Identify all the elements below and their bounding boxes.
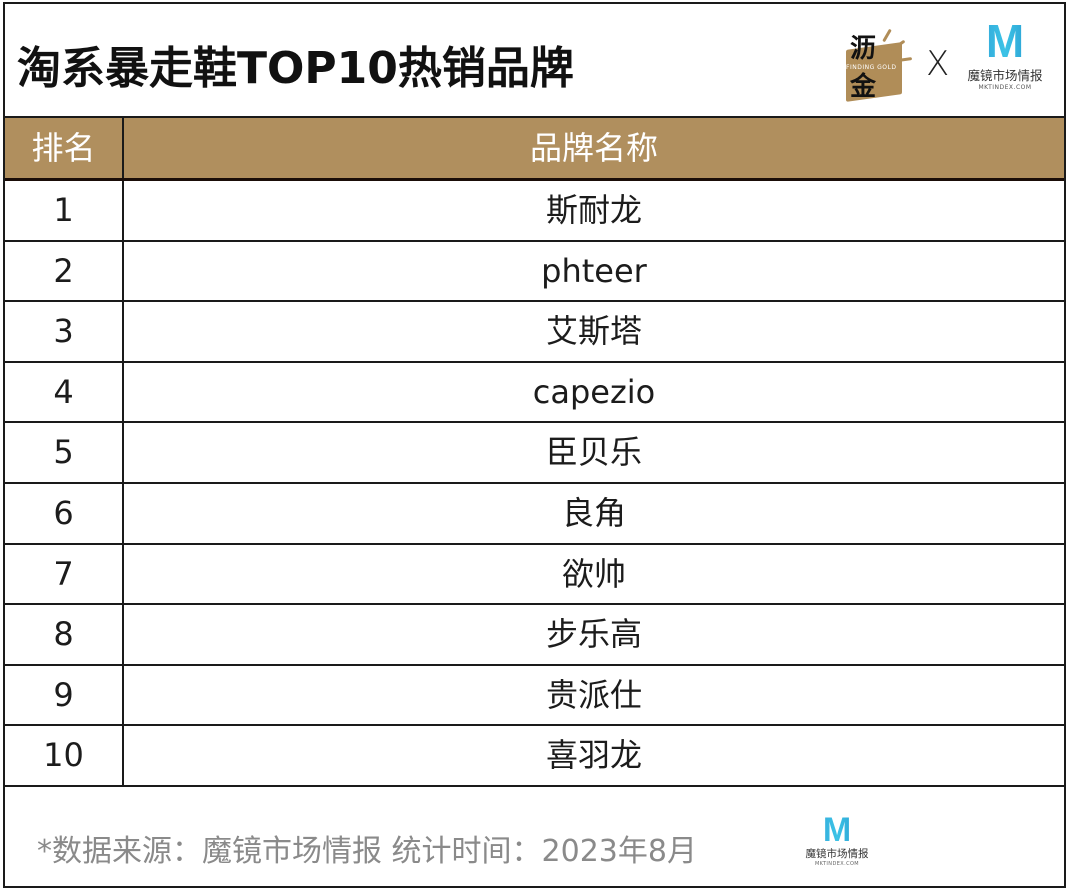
lijin-tagline: FINDING GOLD: [846, 64, 897, 71]
table-row: 4 capezio: [5, 362, 1064, 424]
brand-cell: 良角: [561, 493, 626, 532]
ranking-card: 淘系暴走鞋TOP10热销品牌 沥 FINDING GOLD 金 X M 魔镜市场…: [3, 2, 1066, 888]
table-row: 3 艾斯塔: [5, 302, 1064, 363]
brand-cell: 艾斯塔: [545, 312, 642, 351]
lijin-ray-icon: [882, 28, 892, 43]
table-body: 1 斯耐龙 2 phteer 3 艾斯塔 4 capezio 5 臣贝乐 6 良…: [5, 181, 1064, 787]
brand-cell: 贵派仕: [545, 675, 642, 714]
table-row: 1 斯耐龙: [5, 181, 1064, 242]
rank-cell: 2: [5, 241, 124, 301]
table-row: 2 phteer: [5, 241, 1064, 303]
lijin-char-1: 沥: [850, 34, 877, 64]
table-row: 5 臣贝乐: [5, 423, 1064, 484]
table-row: 8 步乐高: [5, 605, 1064, 666]
mktindex-name-en: MKTINDEX.COM: [978, 84, 1032, 91]
mktindex-m-icon: M: [960, 16, 1050, 66]
lijin-logo-icon: 沥 FINDING GOLD 金: [840, 24, 913, 102]
lijin-char-2: 金: [850, 72, 877, 102]
brand-cell: 臣贝乐: [545, 433, 642, 472]
brand-cell: 斯耐龙: [545, 191, 642, 229]
table-row: 6 良角: [5, 483, 1064, 545]
brand-cell: 步乐高: [545, 615, 642, 654]
footer-logo-name-cn: 魔镜市场情报: [805, 848, 869, 860]
lijin-ray-icon: [897, 57, 913, 62]
rank-cell: 1: [5, 181, 124, 240]
brand-cell: phteer: [541, 251, 647, 290]
footer: *数据来源：魔镜市场情报 统计时间：2023年8月 M 魔镜市场情报 MKTIN…: [5, 786, 1064, 886]
column-header-brand: 品牌名称: [529, 129, 658, 167]
data-source-note: *数据来源：魔镜市场情报 统计时间：2023年8月: [37, 834, 697, 869]
rank-cell: 10: [5, 726, 124, 785]
rank-cell: 3: [5, 302, 124, 361]
footer-logo-name-en: MKTINDEX.COM: [814, 861, 860, 867]
column-header-rank: 排名: [5, 118, 124, 178]
brand-cell: 欲帅: [561, 554, 626, 593]
rank-cell: 9: [5, 665, 124, 725]
footer-mktindex-logo: M 魔镜市场情报 MKTINDEX.COM: [799, 812, 875, 867]
partner-logos: 沥 FINDING GOLD 金 X M 魔镜市场情报 MKTINDEX.COM: [840, 16, 1050, 106]
mktindex-m-icon: M: [799, 812, 875, 848]
rank-cell: 8: [5, 605, 124, 664]
rank-cell: 5: [5, 423, 124, 482]
page-title: 淘系暴走鞋TOP10热销品牌: [17, 43, 574, 94]
table-row: 9 贵派仕: [5, 665, 1064, 727]
rank-cell: 4: [5, 362, 124, 422]
brand-cell: 喜羽龙: [545, 736, 642, 775]
table-row: 10 喜羽龙: [5, 726, 1064, 787]
rank-cell: 7: [5, 544, 124, 604]
mktindex-logo: M 魔镜市场情报 MKTINDEX.COM: [960, 16, 1050, 106]
rank-cell: 6: [5, 483, 124, 543]
brand-cell: capezio: [532, 372, 656, 411]
table-row: 7 欲帅: [5, 544, 1064, 606]
table-header: 排名 品牌名称: [5, 118, 1064, 181]
collab-x-separator: X: [926, 44, 950, 84]
mktindex-name-cn: 魔镜市场情报: [967, 68, 1043, 83]
title-bar: 淘系暴走鞋TOP10热销品牌 沥 FINDING GOLD 金 X M 魔镜市场…: [5, 4, 1064, 118]
